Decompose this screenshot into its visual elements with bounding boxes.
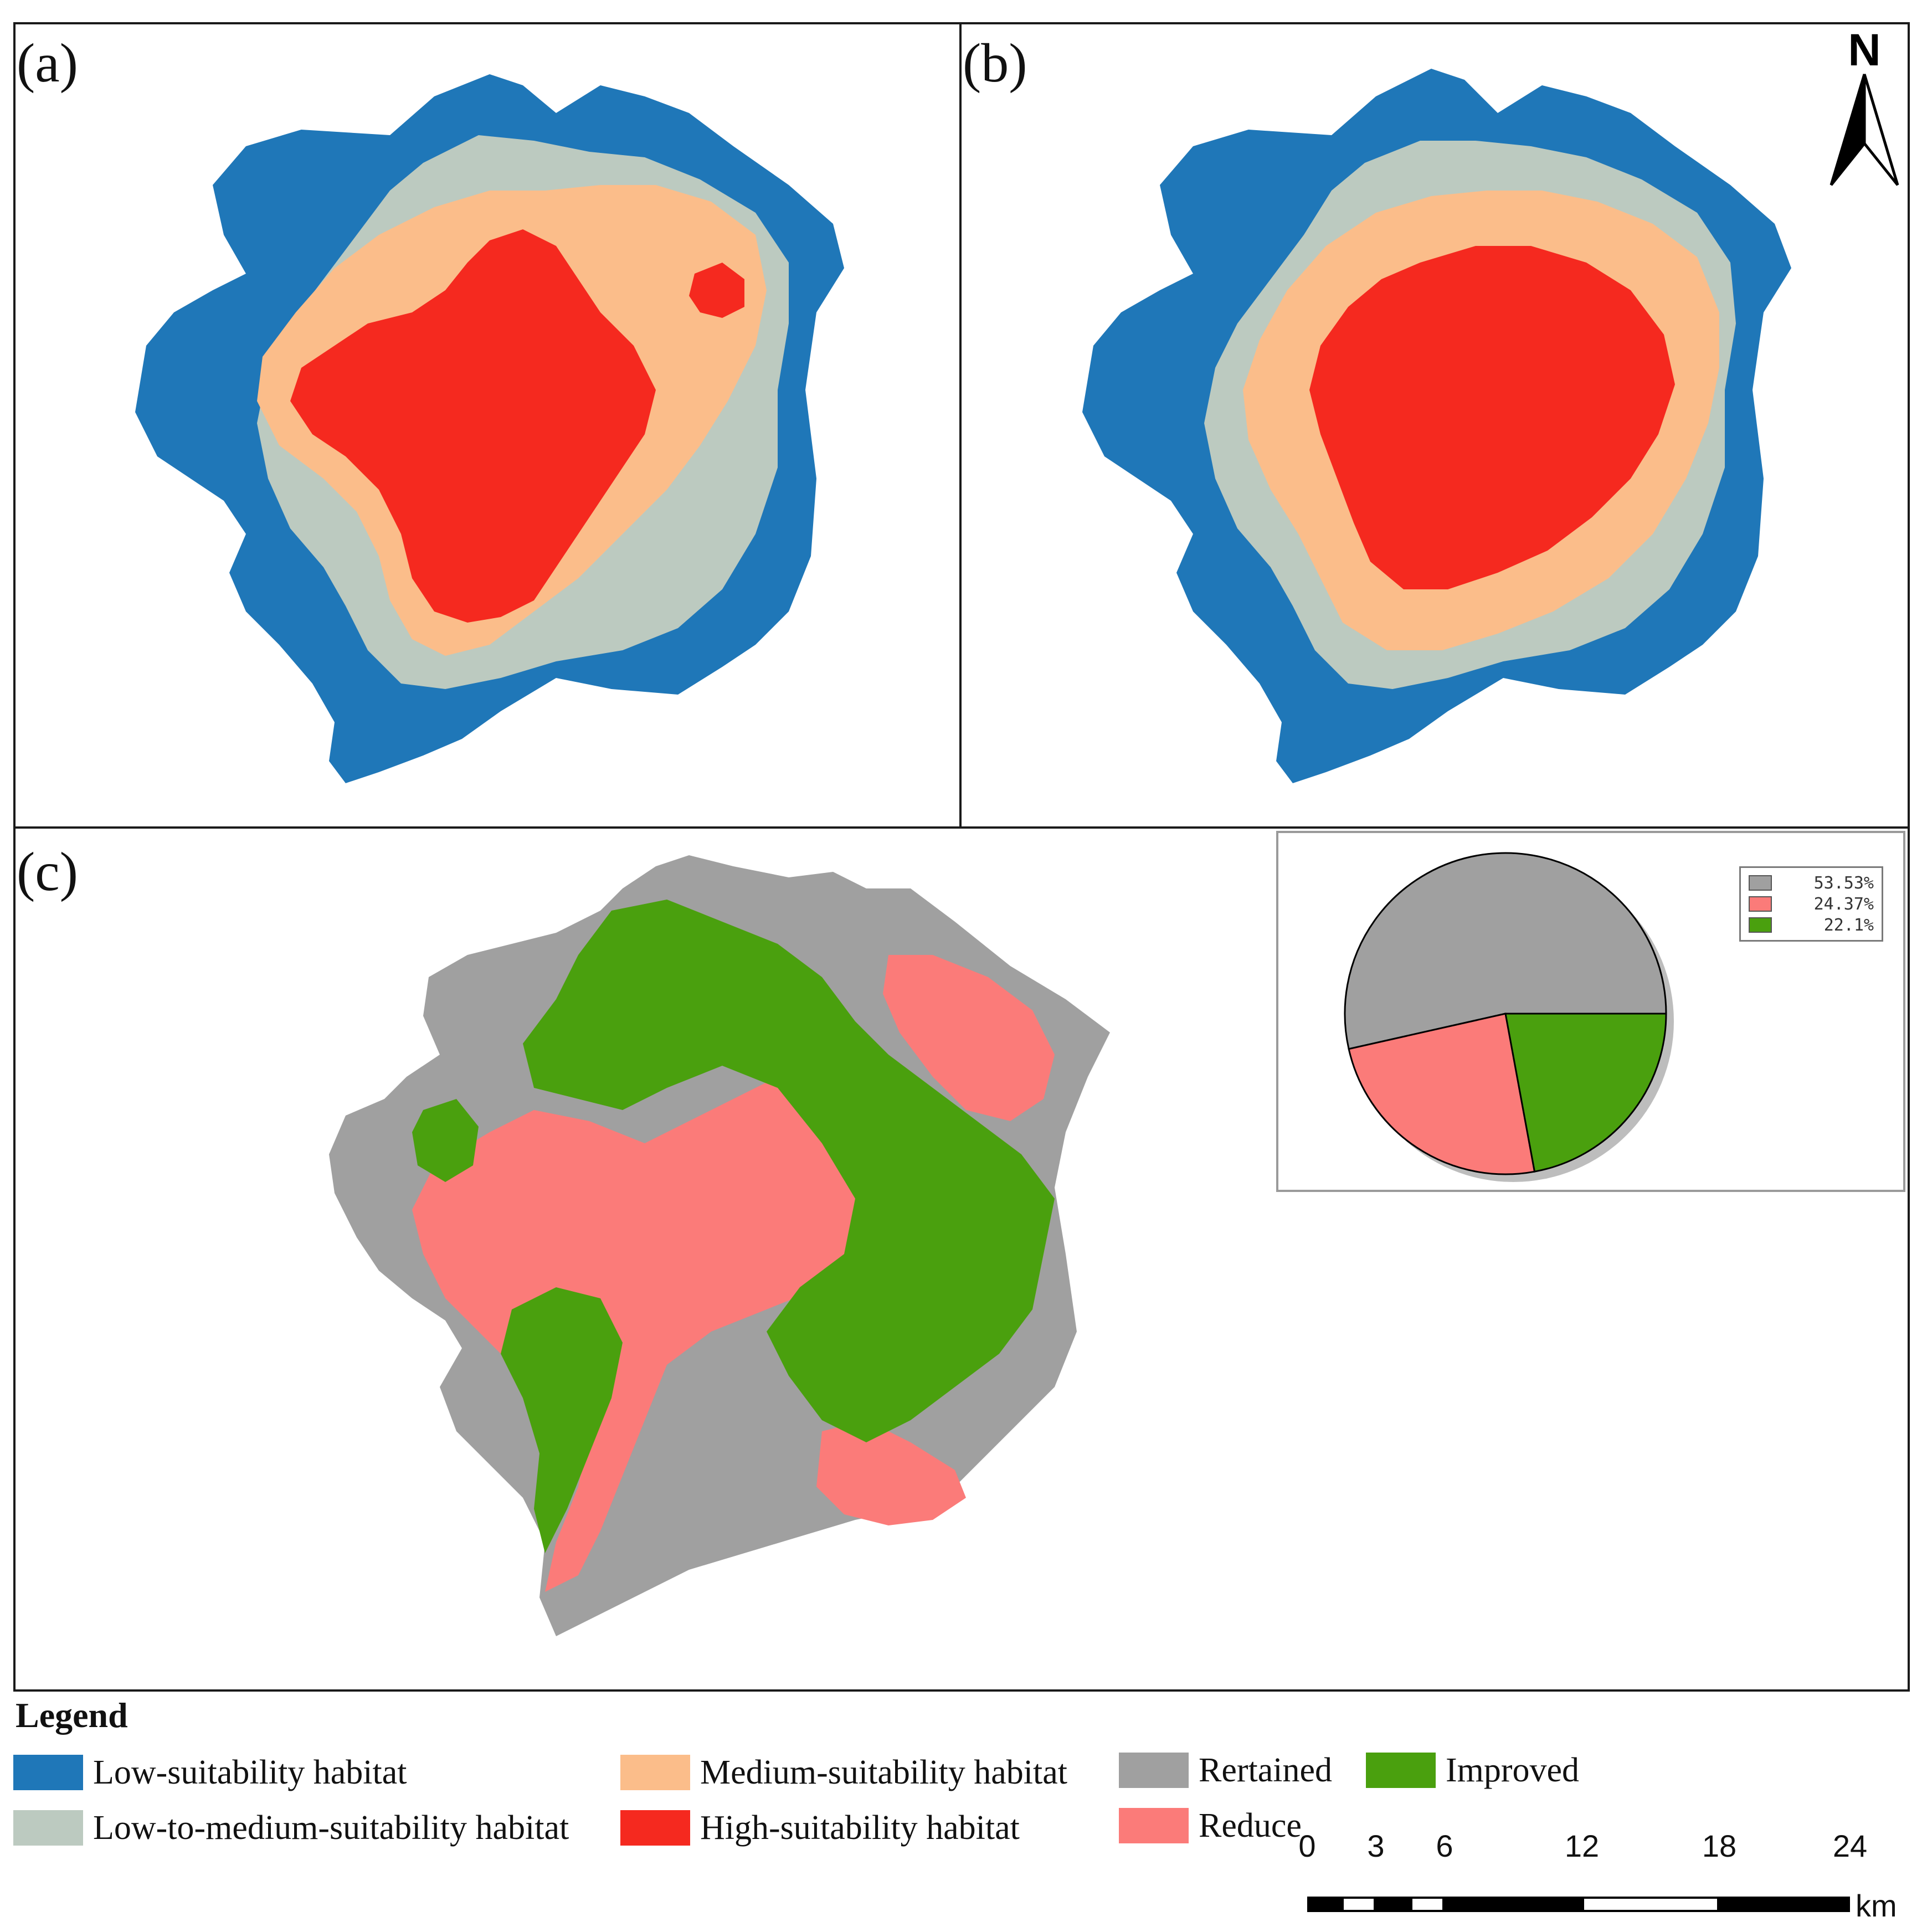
scale-segment	[1719, 1897, 1850, 1912]
legend-item-low: Low-suitability habitat	[13, 1750, 407, 1795]
zone-high-east-a	[689, 263, 744, 318]
habitat-map-a	[135, 74, 844, 783]
scale-bar: 0 3 6 12 18 24 km	[1296, 1828, 1916, 1923]
map-panel-b: (b) N	[959, 22, 1910, 829]
pie-legend-row: 53.53%	[1749, 872, 1874, 893]
legend-swatch-low-to-medium	[13, 1810, 83, 1846]
map-panel-a: (a)	[13, 22, 962, 829]
legend-item-reduce: Reduce	[1119, 1803, 1302, 1848]
legend-swatch-retained	[1119, 1753, 1189, 1788]
change-improved-west	[412, 1099, 479, 1182]
legend-label-high: High-suitability habitat	[700, 1808, 1020, 1847]
legend-swatch-low	[13, 1755, 83, 1790]
panel-label-b: (b)	[963, 32, 1027, 94]
pie-slice-reduce	[1348, 1013, 1536, 1175]
pie-chart-box: 53.53% 24.37% 22.1%	[1276, 831, 1905, 1192]
pie-legend-label-retained: 53.53%	[1813, 873, 1874, 893]
scale-segment	[1582, 1897, 1719, 1912]
change-improved-south	[501, 1287, 623, 1553]
legend-item-retained: Rertained	[1119, 1748, 1332, 1792]
legend-item-high: High-suitability habitat	[620, 1806, 1020, 1850]
legend-title: Legend	[16, 1695, 128, 1735]
change-reduce-ne	[883, 955, 1055, 1121]
legend-swatch-medium	[620, 1755, 690, 1790]
legend-item-improved: Improved	[1366, 1748, 1579, 1792]
change-improved	[523, 900, 1055, 1442]
legend-swatch-reduce	[1119, 1808, 1189, 1843]
panel-label-c: (c)	[17, 841, 78, 902]
pie-slice-rertained	[1344, 852, 1667, 1050]
legend-label-reduce: Reduce	[1199, 1806, 1302, 1844]
scale-tick-18: 18	[1702, 1828, 1737, 1863]
legend-item-low-to-medium: Low-to-medium-suitability habitat	[13, 1806, 569, 1850]
legend-label-low-to-medium: Low-to-medium-suitability habitat	[93, 1808, 569, 1847]
north-arrow-icon	[1830, 74, 1899, 186]
pie-legend-label-improved: 22.1%	[1823, 915, 1874, 935]
pie-legend-swatch-improved	[1749, 917, 1772, 933]
change-reduce-south	[816, 1420, 966, 1525]
legend-swatch-high	[620, 1810, 690, 1846]
pie-slice-improved	[1504, 1013, 1667, 1173]
pie-legend: 53.53% 24.37% 22.1%	[1739, 866, 1883, 942]
north-arrow-letter: N	[1848, 25, 1881, 75]
scale-unit: km	[1856, 1888, 1897, 1923]
panel-label-a: (a)	[17, 32, 78, 94]
scale-tick-12: 12	[1564, 1828, 1600, 1863]
zone-high-b	[1309, 246, 1675, 589]
scale-segment	[1307, 1897, 1342, 1912]
pie-legend-row: 22.1%	[1749, 914, 1874, 936]
scale-tick-3: 3	[1367, 1828, 1385, 1863]
legend-item-medium: Medium-suitability habitat	[620, 1750, 1067, 1795]
scale-tick-0: 0	[1298, 1828, 1316, 1863]
legend-label-medium: Medium-suitability habitat	[700, 1753, 1067, 1791]
map-legend: Legend Low-suitability habitat Low-to-me…	[13, 1695, 1675, 1916]
scale-tick-6: 6	[1436, 1828, 1453, 1863]
legend-label-improved: Improved	[1446, 1751, 1580, 1789]
north-arrow: N	[1826, 24, 1903, 191]
pie-chart	[1344, 852, 1674, 1182]
scale-segment	[1410, 1897, 1445, 1912]
legend-label-retained: Rertained	[1199, 1751, 1333, 1789]
pie-legend-swatch-retained	[1749, 875, 1772, 891]
change-reduce	[412, 1077, 888, 1592]
scale-segment	[1342, 1897, 1376, 1912]
scale-segment	[1445, 1897, 1582, 1912]
pie-legend-row: 24.37%	[1749, 893, 1874, 914]
scale-segment	[1376, 1897, 1410, 1912]
habitat-map-b	[1082, 69, 1791, 783]
pie-legend-label-reduce: 24.37%	[1813, 894, 1874, 914]
zone-high-a	[290, 229, 656, 623]
scale-tick-24: 24	[1832, 1828, 1868, 1863]
habitat-change-map-c	[329, 855, 1110, 1636]
map-panel-c: (c) 53.53% 24.37% 22	[13, 826, 1910, 1692]
legend-swatch-improved	[1366, 1753, 1436, 1788]
pie-legend-swatch-reduce	[1749, 896, 1772, 912]
legend-label-low: Low-suitability habitat	[93, 1753, 407, 1791]
